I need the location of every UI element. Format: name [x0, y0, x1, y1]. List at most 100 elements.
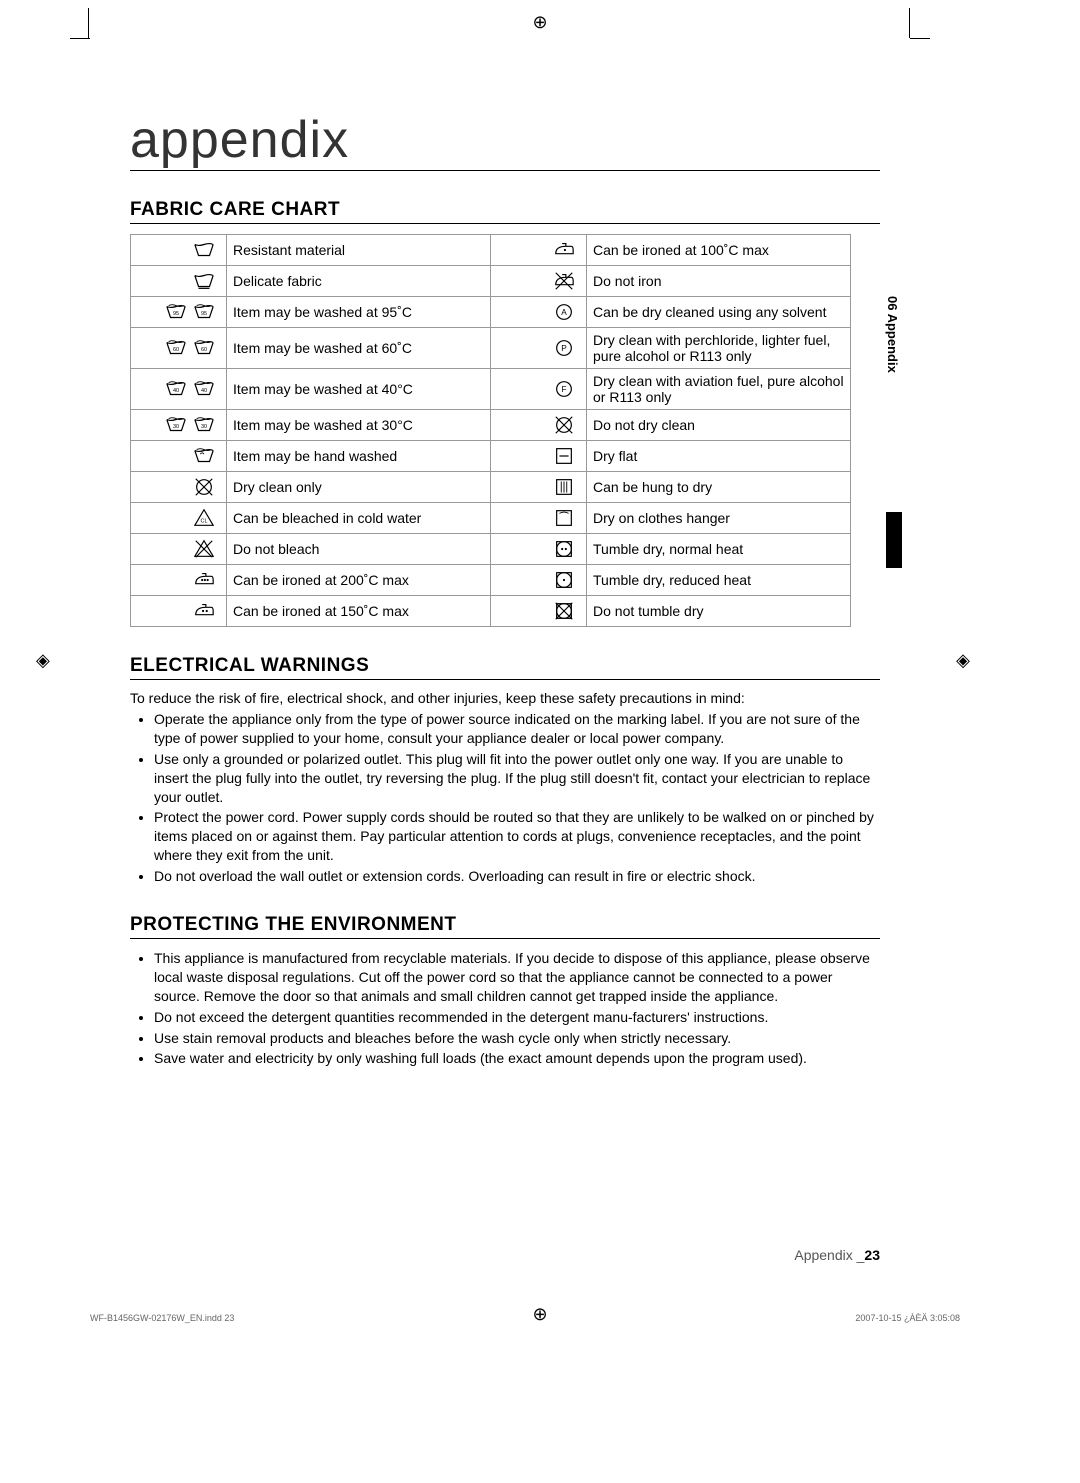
fabric-icon-right: F: [491, 369, 587, 410]
list-item: Protect the power cord. Power supply cor…: [154, 808, 880, 865]
fabric-text-right: Can be dry cleaned using any solvent: [587, 297, 851, 328]
footer-label: Appendix _: [794, 1247, 864, 1263]
fabric-icon-left: 40 40: [131, 369, 227, 410]
crop-mark: [910, 38, 930, 39]
fabric-icon-left: 30 30: [131, 410, 227, 441]
fabric-text-right: Can be hung to dry: [587, 472, 851, 503]
fabric-text-left: Item may be washed at 30°C: [227, 410, 491, 441]
fabric-text-right: Tumble dry, reduced heat: [587, 565, 851, 596]
fabric-text-right: Do not dry clean: [587, 410, 851, 441]
svg-text:40: 40: [201, 388, 207, 394]
fabric-icon-left: [131, 441, 227, 472]
environment-list: This appliance is manufactured from recy…: [130, 949, 880, 1068]
svg-text:A: A: [561, 308, 567, 317]
table-row: CL Can be bleached in cold water Dry on cl…: [131, 503, 851, 534]
electrical-list: Operate the appliance only from the type…: [130, 710, 880, 886]
fabric-text-right: Do not tumble dry: [587, 596, 851, 627]
fabric-icon-right: A: [491, 297, 587, 328]
table-row: Can be ironed at 150˚C max Do not tumble …: [131, 596, 851, 627]
fabric-icon-right: [491, 534, 587, 565]
fabric-icon-left: [131, 596, 227, 627]
table-row: Delicate fabric Do not iron: [131, 266, 851, 297]
table-row: 60 60Item may be washed at 60˚CPDry clea…: [131, 328, 851, 369]
fabric-icon-left: 95 95: [131, 297, 227, 328]
table-row: Dry clean only Can be hung to dry: [131, 472, 851, 503]
fabric-text-left: Can be ironed at 150˚C max: [227, 596, 491, 627]
list-item: Operate the appliance only from the type…: [154, 710, 880, 748]
fabric-text-right: Dry on clothes hanger: [587, 503, 851, 534]
fabric-care-table: Resistant material Can be ironed at 100˚C…: [130, 234, 851, 627]
fabric-text-left: Item may be washed at 95˚C: [227, 297, 491, 328]
section-heading-electrical: ELECTRICAL WARNINGS: [130, 655, 880, 680]
list-item: Use only a grounded or polarized outlet.…: [154, 750, 880, 807]
svg-text:60: 60: [201, 347, 207, 353]
footer-page-number: 23: [864, 1247, 880, 1263]
fabric-text-left: Item may be hand washed: [227, 441, 491, 472]
fabric-icon-left: [131, 565, 227, 596]
fabric-icon-right: [491, 410, 587, 441]
fabric-text-right: Tumble dry, normal heat: [587, 534, 851, 565]
page-title: appendix: [130, 110, 880, 171]
footer-timestamp: 2007-10-15 ¿ÀÈÄ 3:05:08: [855, 1313, 960, 1323]
svg-text:30: 30: [201, 424, 207, 430]
fabric-text-left: Item may be washed at 60˚C: [227, 328, 491, 369]
table-row: 30 30Item may be washed at 30°CDo not dr…: [131, 410, 851, 441]
fabric-text-left: Can be bleached in cold water: [227, 503, 491, 534]
svg-text:F: F: [561, 385, 566, 394]
table-row: 40 40Item may be washed at 40°CFDry clea…: [131, 369, 851, 410]
crop-mark: [70, 38, 90, 39]
list-item: This appliance is manufactured from recy…: [154, 949, 880, 1006]
page-content: appendix FABRIC CARE CHART Resistant mat…: [130, 110, 880, 1070]
fabric-text-right: Dry clean with aviation fuel, pure alcoh…: [587, 369, 851, 410]
fabric-text-right: Do not iron: [587, 266, 851, 297]
table-row: Can be ironed at 200˚C max Tumble dry, re…: [131, 565, 851, 596]
fabric-text-left: Dry clean only: [227, 472, 491, 503]
fabric-text-left: Can be ironed at 200˚C max: [227, 565, 491, 596]
fabric-icon-right: [491, 565, 587, 596]
registration-mark-icon: ⊕: [532, 1304, 547, 1325]
section-heading-fabric: FABRIC CARE CHART: [130, 199, 880, 224]
crop-mark: [88, 8, 89, 38]
crop-mark: [909, 8, 910, 38]
fabric-text-right: Dry clean with perchloride, lighter fuel…: [587, 328, 851, 369]
fabric-text-left: Resistant material: [227, 235, 491, 266]
list-item: Use stain removal products and bleaches …: [154, 1029, 880, 1048]
svg-text:CL: CL: [200, 519, 207, 525]
fabric-icon-right: [491, 503, 587, 534]
fabric-icon-right: [491, 235, 587, 266]
fabric-icon-right: P: [491, 328, 587, 369]
fabric-text-left: Item may be washed at 40°C: [227, 369, 491, 410]
svg-text:95: 95: [173, 311, 179, 317]
svg-text:30: 30: [173, 424, 179, 430]
registration-mark-icon: ⊕: [532, 12, 547, 33]
footer-filename: WF-B1456GW-02176W_EN.indd 23: [90, 1313, 234, 1323]
svg-text:60: 60: [173, 347, 179, 353]
fabric-text-left: Delicate fabric: [227, 266, 491, 297]
electrical-intro: To reduce the risk of fire, electrical s…: [130, 690, 880, 706]
fabric-icon-left: 60 60: [131, 328, 227, 369]
list-item: Do not exceed the detergent quantities r…: [154, 1008, 880, 1027]
fabric-icon-right: [491, 596, 587, 627]
fabric-icon-right: [491, 441, 587, 472]
fabric-icon-right: [491, 472, 587, 503]
svg-text:95: 95: [201, 311, 207, 317]
fabric-icon-left: [131, 534, 227, 565]
section-tab: 06 Appendix: [885, 296, 900, 373]
svg-text:P: P: [561, 344, 567, 353]
fabric-icon-right: [491, 266, 587, 297]
fabric-icon-left: CL: [131, 503, 227, 534]
table-row: Do not bleach Tumble dry, normal heat: [131, 534, 851, 565]
table-row: 95 95Item may be washed at 95˚CACan be d…: [131, 297, 851, 328]
fabric-text-left: Do not bleach: [227, 534, 491, 565]
section-heading-environment: PROTECTING THE ENVIRONMENT: [130, 914, 880, 939]
fabric-text-right: Can be ironed at 100˚C max: [587, 235, 851, 266]
registration-mark-icon: ◈: [36, 650, 50, 671]
fabric-text-right: Dry flat: [587, 441, 851, 472]
svg-text:40: 40: [173, 388, 179, 394]
list-item: Do not overload the wall outlet or exten…: [154, 867, 880, 886]
list-item: Save water and electricity by only washi…: [154, 1049, 880, 1068]
fabric-icon-left: [131, 235, 227, 266]
page-footer: Appendix _23: [794, 1247, 880, 1263]
table-row: Item may be hand washed Dry flat: [131, 441, 851, 472]
section-tab-marker: [886, 512, 902, 568]
